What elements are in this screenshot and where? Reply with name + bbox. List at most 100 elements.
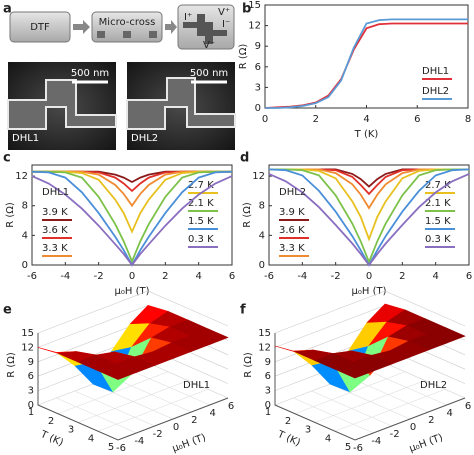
z-tick-label: 3 (28, 386, 34, 397)
legend-label: 0.3 K (188, 234, 214, 245)
axis-line (274, 333, 466, 441)
grid-line (329, 383, 411, 420)
surface-patch (334, 361, 375, 379)
terminal: I⁺ (184, 12, 192, 23)
legend-label: 2.7 K (425, 180, 451, 191)
y-axis-label: R (Ω) (238, 44, 249, 70)
panel-label: e (3, 303, 12, 318)
axis-line (37, 333, 229, 441)
series-line (268, 173, 470, 267)
scale-label: 500 nm (71, 68, 109, 79)
y-tick-label: 2 (191, 415, 197, 426)
x-tick-label: 5 (108, 442, 114, 453)
x-tick-label: 2 (162, 271, 168, 282)
x-tick-label: 4 (325, 433, 331, 444)
grid-line (274, 290, 466, 334)
y-tick-label: 0 (255, 103, 261, 114)
x-tick-label: 6 (466, 271, 472, 282)
z-tick-label: 0 (265, 400, 271, 411)
scale-label: 500 nm (190, 68, 228, 79)
grid-line (129, 369, 210, 406)
x-tick-label: -2 (94, 271, 104, 282)
y-tick-label: -6 (116, 443, 126, 454)
legend-label: DHL1 (422, 66, 449, 77)
panel-label: f (240, 303, 246, 318)
x-tick-label: 2 (48, 416, 54, 427)
y-axis-label: R (Ω) (242, 202, 253, 228)
grid-line (92, 383, 174, 420)
y-tick-label: 0 (410, 422, 416, 433)
terminal: I⁻ (222, 19, 230, 30)
legend-label: 3.9 K (279, 207, 305, 218)
x-tick-label: 4 (363, 114, 369, 125)
arrow (165, 20, 177, 34)
legend-label: 3.6 K (42, 225, 68, 236)
panel-label: b (242, 2, 251, 17)
grid-line (147, 362, 229, 399)
y-tick-label: 4 (209, 408, 215, 419)
y-tick-label: 15 (248, 0, 261, 11)
legend-label: 2.1 K (188, 198, 214, 209)
pad (123, 31, 131, 38)
grid-line (366, 369, 447, 406)
grid-line (311, 390, 392, 427)
step-label: Micro-cross (99, 17, 156, 28)
legend-label: 0.3 K (425, 234, 451, 245)
x-axis-label: μ₀H (T) (115, 286, 150, 297)
step-box (91, 11, 163, 43)
x-tick-label: 8 (465, 114, 471, 125)
z-tick-label: 12 (21, 342, 34, 353)
image-label: DHL1 (12, 133, 39, 144)
legend-label: 3.3 K (42, 243, 68, 254)
x-axis-label: T (K) (354, 129, 379, 140)
schematic: DTF Micro-cross V⁺ I⁺ I⁻ V⁻ (9, 4, 235, 51)
x-tick-label: 4 (432, 271, 438, 282)
y-axis-label: μ₀H (T) (171, 432, 208, 454)
grid-line (56, 397, 137, 434)
x-tick-label: 3 (305, 425, 311, 436)
grid-line (37, 290, 229, 334)
step-label: DTF (30, 22, 50, 33)
x-tick-label: -4 (297, 271, 307, 282)
legend-label: 3.6 K (279, 225, 305, 236)
annotation: DHL1 (183, 380, 210, 391)
z-tick-label: 6 (265, 371, 271, 382)
sem-image: 500 nm DHL1 (7, 62, 117, 150)
surface-patch (97, 363, 138, 380)
grid-line (111, 376, 192, 413)
y-tick-label: 4 (446, 408, 452, 419)
y-tick-label: 12 (252, 171, 265, 182)
z-tick-label: 15 (258, 328, 271, 339)
panel-label: a (3, 2, 12, 17)
panel-label: d (240, 151, 249, 166)
grid-line (293, 397, 374, 434)
x-tick-label: 1 (28, 407, 34, 418)
device (183, 14, 227, 44)
y-tick-label: 6 (255, 62, 261, 73)
x-tick-label: 1 (265, 407, 271, 418)
x-axis-label: μ₀H (T) (352, 286, 387, 297)
series-line (31, 175, 233, 267)
pad (97, 31, 105, 38)
z-axis-label: R (Ω) (6, 352, 17, 378)
y-tick-label: 3 (255, 82, 261, 93)
y-tick-label: 6 (228, 401, 234, 412)
x-tick-label: -6 (27, 271, 37, 282)
x-tick-label: 0 (262, 114, 268, 125)
terminal: V⁻ (203, 40, 215, 51)
x-tick-label: 2 (313, 114, 319, 125)
terminal: V⁺ (218, 7, 230, 18)
legend-label: DHL2 (422, 86, 449, 97)
y-tick-label: 0 (22, 260, 28, 271)
x-tick-label: 5 (345, 442, 351, 453)
y-tick-label: 8 (259, 201, 265, 212)
legend-label: 3.9 K (42, 207, 68, 218)
arrow (73, 20, 90, 34)
x-tick-label: -6 (264, 271, 274, 282)
x-tick-label: -4 (60, 271, 70, 282)
z-tick-label: 3 (265, 386, 271, 397)
z-tick-label: 12 (258, 342, 271, 353)
grid-line (74, 390, 155, 427)
x-tick-label: 0 (129, 271, 135, 282)
